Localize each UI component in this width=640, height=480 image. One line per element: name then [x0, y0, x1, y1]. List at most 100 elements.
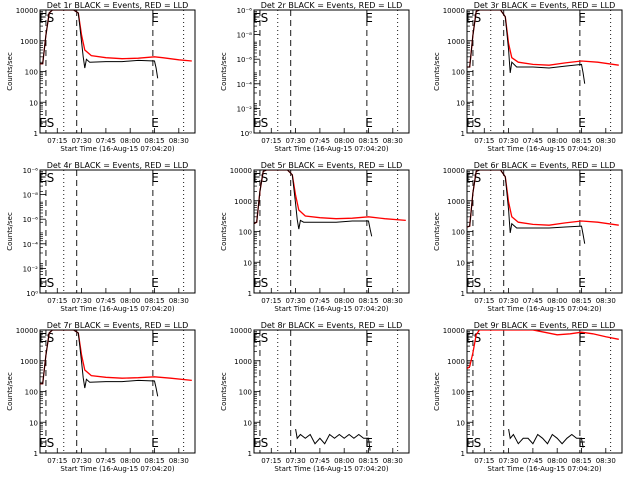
x-tick-label: 07:15 — [47, 457, 67, 465]
x-axis-label: Start Time (16-Aug-15 07:04:20) — [274, 465, 388, 473]
marker-es: ES — [39, 116, 54, 130]
x-tick-label: 07:30 — [285, 137, 305, 145]
y-tick-label: 1 — [248, 290, 252, 298]
panel-title: Det 2r BLACK = Events, RED = LLD — [261, 1, 403, 10]
series-line-black-events — [508, 429, 584, 448]
x-tick-label: 07:15 — [474, 297, 494, 305]
marker-es-top: ES — [39, 331, 54, 345]
marker-e: E — [365, 276, 373, 290]
panel-1: Det 1r BLACK = Events, RED = LLD 1 10 100 10… — [6, 1, 196, 153]
y-tick-label: 10⁻⁸ — [237, 32, 253, 40]
marker-es-top: ES — [466, 331, 481, 345]
marker-es: ES — [466, 116, 481, 130]
marker-e-top: E — [151, 11, 159, 25]
panel-title: Det 3r BLACK = Events, RED = LLD — [474, 1, 616, 10]
x-tick-label: 08:00 — [120, 297, 140, 305]
series-line-black-events — [467, 10, 586, 84]
x-tick-label: 08:00 — [547, 457, 567, 465]
y-tick-label: 10⁻⁶ — [237, 56, 253, 64]
y-axis-label: Counts/sec — [433, 212, 441, 251]
x-axis-label: Start Time (16-Aug-15 07:04:20) — [274, 305, 388, 313]
y-tick-label: 10000 — [443, 167, 465, 175]
panel-9: Det 9r BLACK = Events, RED = LLD 1 10 100 10… — [433, 321, 623, 473]
x-tick-label: 08:15 — [144, 457, 164, 465]
y-tick-label: 10⁻⁴ — [237, 81, 253, 89]
marker-es-top: ES — [253, 171, 268, 185]
series-line-red-lld — [40, 330, 192, 385]
panel-title: Det 5r BLACK = Events, RED = LLD — [261, 161, 403, 170]
panel-title: Det 8r BLACK = Events, RED = LLD — [261, 321, 403, 330]
x-tick-label: 08:00 — [334, 137, 354, 145]
series-line-black-events — [467, 170, 586, 244]
marker-e: E — [578, 116, 586, 130]
y-tick-label: 10 — [29, 99, 38, 107]
y-tick-label: 10000 — [230, 327, 252, 335]
x-tick-label: 08:15 — [144, 137, 164, 145]
y-tick-label: 10 — [243, 259, 252, 267]
x-tick-label: 07:15 — [474, 457, 494, 465]
marker-es: ES — [253, 276, 268, 290]
panel-title: Det 7r BLACK = Events, RED = LLD — [47, 321, 189, 330]
y-tick-label: 1000 — [20, 358, 38, 366]
x-tick-label: 07:45 — [523, 137, 543, 145]
marker-e: E — [578, 276, 586, 290]
marker-es: ES — [39, 276, 54, 290]
marker-e-top: E — [151, 331, 159, 345]
x-axis-label: Start Time (16-Aug-15 07:04:20) — [487, 465, 601, 473]
series-line-red-lld — [40, 10, 192, 65]
plot-frame — [253, 9, 410, 134]
y-tick-label: 10000 — [16, 7, 38, 15]
y-tick-label: 10⁻² — [23, 265, 39, 273]
x-tick-label: 08:15 — [358, 137, 378, 145]
x-tick-label: 07:45 — [310, 457, 330, 465]
panel-title: Det 9r BLACK = Events, RED = LLD — [474, 321, 616, 330]
y-tick-label: 1 — [461, 290, 465, 298]
plot-frame — [253, 169, 410, 294]
series-line-black-events — [254, 170, 373, 237]
y-tick-label: 100 — [452, 229, 465, 237]
x-tick-label: 07:15 — [474, 137, 494, 145]
y-tick-label: 1000 — [234, 358, 252, 366]
x-axis-label: Start Time (16-Aug-15 07:04:20) — [60, 305, 174, 313]
y-tick-label: 1000 — [447, 38, 465, 46]
x-axis-label: Start Time (16-Aug-15 07:04:20) — [60, 465, 174, 473]
panel-7: Det 7r BLACK = Events, RED = LLD 1 10 100 10… — [6, 321, 196, 473]
x-tick-label: 08:00 — [334, 297, 354, 305]
x-tick-label: 07:30 — [498, 137, 518, 145]
x-tick-label: 07:30 — [71, 457, 91, 465]
x-tick-label: 07:15 — [47, 137, 67, 145]
marker-e: E — [365, 116, 373, 130]
plot-frame — [466, 169, 623, 294]
panel-3: Det 3r BLACK = Events, RED = LLD 1 10 100 10… — [433, 1, 623, 153]
x-tick-label: 07:15 — [261, 457, 281, 465]
marker-e-top: E — [578, 331, 586, 345]
x-tick-label: 07:30 — [285, 297, 305, 305]
y-axis-label: Counts/sec — [433, 372, 441, 411]
marker-es-top: ES — [39, 171, 54, 185]
x-axis-label: Start Time (16-Aug-15 07:04:20) — [274, 145, 388, 153]
x-tick-label: 08:30 — [596, 137, 616, 145]
marker-e-top: E — [365, 171, 373, 185]
x-tick-label: 08:30 — [383, 457, 403, 465]
y-tick-label: 100 — [239, 389, 252, 397]
y-axis-label: Counts/sec — [6, 212, 14, 251]
x-tick-label: 08:30 — [383, 297, 403, 305]
y-tick-label: 1 — [461, 130, 465, 138]
marker-es-top: ES — [253, 11, 268, 25]
x-axis-label: Start Time (16-Aug-15 07:04:20) — [60, 145, 174, 153]
plot-frame — [466, 9, 623, 134]
panel-title: Det 4r BLACK = Events, RED = LLD — [47, 161, 189, 170]
y-axis-label: Counts/sec — [220, 52, 228, 91]
series-line-red-lld — [254, 170, 406, 225]
y-axis-label: Counts/sec — [220, 372, 228, 411]
marker-e: E — [151, 276, 159, 290]
marker-e-top: E — [578, 171, 586, 185]
x-tick-label: 07:15 — [261, 297, 281, 305]
plot-frame — [253, 329, 410, 454]
y-axis-label: Counts/sec — [220, 212, 228, 251]
marker-es: ES — [39, 436, 54, 450]
y-tick-label: 1000 — [20, 38, 38, 46]
marker-es: ES — [253, 116, 268, 130]
marker-es: ES — [466, 436, 481, 450]
